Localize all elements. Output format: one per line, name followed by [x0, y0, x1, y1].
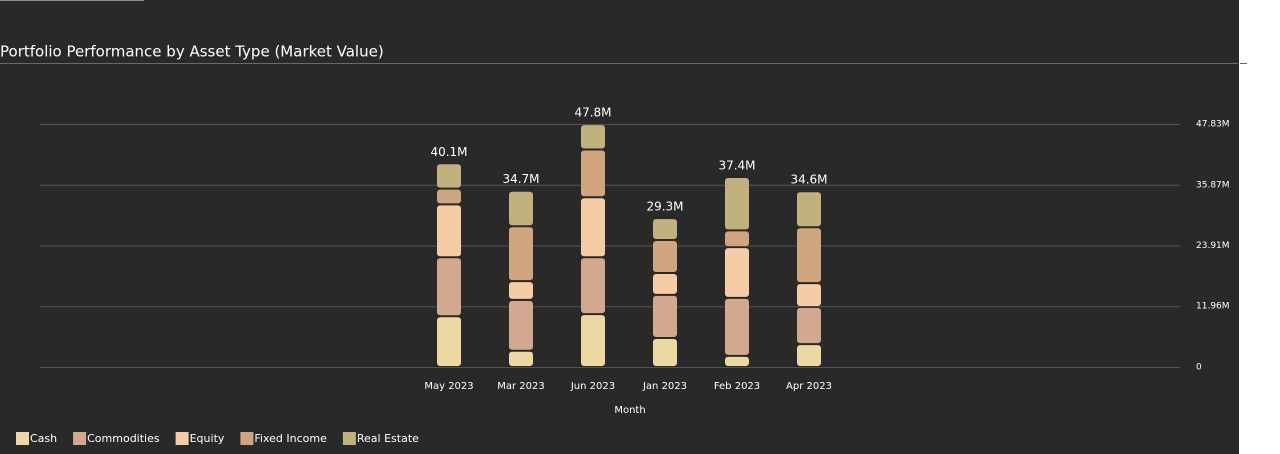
- total-label: 34.6M: [790, 173, 827, 187]
- bar-segment: [437, 258, 461, 316]
- legend-label: Fixed Income: [254, 432, 327, 445]
- bar-segment: [581, 315, 605, 366]
- bar-segment: [653, 274, 677, 294]
- legend-label: Equity: [190, 432, 225, 445]
- bar-segment: [581, 150, 605, 197]
- total-label: 40.1M: [430, 145, 467, 159]
- y-tick-label: 23.91M: [1196, 241, 1230, 251]
- legend-swatch: [240, 432, 254, 445]
- bar-segment: [725, 356, 749, 366]
- total-label: 29.3M: [646, 200, 683, 214]
- bar-segment: [509, 300, 533, 350]
- y-tick-label: 0: [1196, 363, 1202, 373]
- bar-segment: [797, 284, 821, 307]
- chart-title: Portfolio Performance by Asset Type (Mar…: [0, 43, 384, 61]
- bar-segment: [725, 298, 749, 355]
- legend-label: Commodities: [87, 432, 160, 445]
- x-tick-label: Jan 2023: [642, 381, 687, 392]
- x-tick-label: Apr 2023: [786, 381, 832, 392]
- bar-segment: [797, 345, 821, 366]
- bar-segment: [725, 177, 749, 230]
- bar-segment: [509, 282, 533, 299]
- bar-segment: [797, 228, 821, 283]
- total-label: 37.4M: [718, 158, 755, 172]
- bar-segment: [653, 219, 677, 239]
- bar-segment: [797, 308, 821, 344]
- bar-segment: [509, 351, 533, 366]
- legend-swatch: [73, 432, 87, 445]
- bar-segment: [653, 240, 677, 273]
- x-tick-label: Mar 2023: [497, 381, 545, 392]
- total-label: 34.7M: [502, 172, 539, 186]
- panel: [0, 0, 1239, 454]
- legend-label: Cash: [30, 432, 57, 445]
- bar-segment: [653, 295, 677, 338]
- bar-segment: [725, 231, 749, 247]
- y-tick-label: 35.87M: [1196, 180, 1230, 190]
- x-tick-label: May 2023: [424, 381, 473, 392]
- x-tick-label: Feb 2023: [714, 381, 760, 392]
- y-tick-label: 11.96M: [1196, 302, 1230, 312]
- bar-segment: [725, 248, 749, 297]
- legend-label: Real Estate: [357, 432, 419, 445]
- bar-segment: [581, 198, 605, 257]
- bar-segment: [581, 125, 605, 149]
- bar-segment: [509, 191, 533, 226]
- bar-segment: [437, 164, 461, 188]
- x-tick-label: Jun 2023: [570, 381, 615, 392]
- legend-swatch: [16, 432, 29, 445]
- bar-segment: [797, 192, 821, 227]
- legend-swatch: [342, 432, 356, 445]
- legend-swatch: [175, 432, 189, 445]
- x-axis-title: Month: [614, 405, 645, 416]
- bar-segment: [437, 189, 461, 204]
- bar-segment: [509, 227, 533, 281]
- bar-segment: [437, 205, 461, 257]
- bar-segment: [437, 317, 461, 366]
- total-label: 47.8M: [574, 106, 611, 120]
- bar-segment: [653, 339, 677, 366]
- y-tick-label: 47.83M: [1196, 120, 1230, 130]
- bar-segment: [581, 258, 605, 314]
